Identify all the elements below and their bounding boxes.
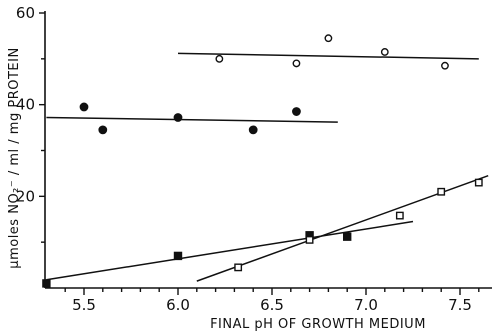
open-square-point xyxy=(305,235,314,244)
filled-circle-point xyxy=(173,113,183,122)
axes xyxy=(39,11,492,295)
x-tick-label: 7.0 xyxy=(354,296,378,314)
filled-circle-fit-line xyxy=(46,116,338,123)
x-tick-label: 7.5 xyxy=(448,296,472,314)
tick-labels: 5.5 6.0 6.5 7.0 7.5 20 40 60 xyxy=(16,4,472,314)
filled-square-fit-line xyxy=(46,220,414,281)
data-points xyxy=(42,34,483,288)
open-square-point xyxy=(395,211,404,220)
open-square-point xyxy=(437,187,446,196)
filled-circle-point xyxy=(98,125,108,135)
open-circle-point xyxy=(292,59,301,68)
y-tick-label: 60 xyxy=(16,4,35,22)
open-circle-point xyxy=(215,54,224,63)
filled-square-point xyxy=(343,232,352,241)
filled-square-point xyxy=(173,251,183,261)
filled-circle-point xyxy=(292,107,301,116)
y-axis-title: μmoles NO₂⁻ / ml / mg PROTEIN xyxy=(7,47,22,268)
filled-square-point xyxy=(42,279,51,288)
filled-circle-point xyxy=(79,102,89,112)
fit-lines xyxy=(46,52,489,282)
y-tick-label: 40 xyxy=(16,96,35,114)
x-tick-label: 6.5 xyxy=(260,296,284,314)
open-circle-point xyxy=(441,61,449,70)
y-tick-label: 20 xyxy=(16,187,35,205)
open-square-point xyxy=(474,178,483,187)
x-axis-title: FINAL pH OF GROWTH MEDIUM xyxy=(210,317,426,332)
x-tick-label: 5.5 xyxy=(72,296,96,314)
open-circle-point xyxy=(380,48,389,56)
x-tick-label: 6.0 xyxy=(166,296,190,314)
open-circle-fit-line xyxy=(177,52,479,60)
filled-circle-point xyxy=(248,125,258,135)
open-square-point xyxy=(234,263,243,272)
open-circle-point xyxy=(324,34,333,43)
